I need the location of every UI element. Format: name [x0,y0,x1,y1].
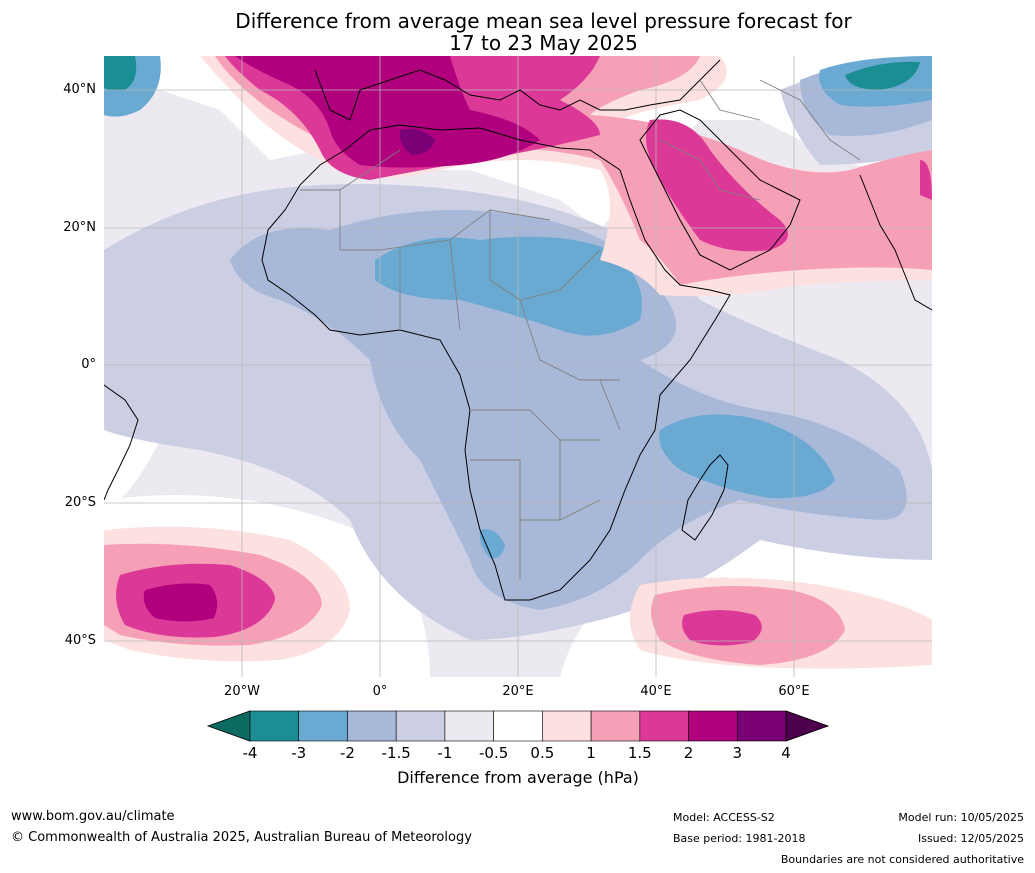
colorbar-bin [590,710,641,742]
colorbar-tick-label: -1 [437,744,453,762]
title-line-2: 17 to 23 May 2025 [449,31,638,55]
footer-copyright: © Commonwealth of Australia 2025, Austra… [11,830,472,845]
colorbar-tick-label: -3 [291,744,307,762]
colorbar-bin [444,710,494,742]
anomaly-lt-minus2-sahel [375,236,642,336]
anomaly-lt-minus1-5-africa [230,210,907,610]
colorbar-tick-label: 1.5 [627,744,652,762]
colorbar-under-triangle [206,710,251,742]
anomaly-lt-minus3-northeast [845,61,920,90]
madagascar-coastline [681,454,729,541]
colorbar-label: Difference from average (hPa) [397,768,639,787]
footer-model-run: Model run: 10/05/2025 [898,811,1024,824]
colorbar-bin [395,710,446,742]
india-coastline [859,174,932,311]
colorbar-bin [639,710,689,742]
anomaly-gt-1-5-india [920,160,932,200]
footer-website: www.bom.gov.au/climate [11,809,175,824]
colorbar-bin [347,710,397,742]
title-line-1: Difference from average mean sea level p… [235,9,852,33]
colorbar-tick-label: 3 [732,744,743,762]
colorbar-tick-label: -4 [242,744,258,762]
colorbar-bin [249,710,300,742]
footer-disclaimer: Boundaries are not considered authoritat… [780,853,1024,866]
anomaly-lt-minus2-madagascar [659,414,835,499]
colorbar-tick-label: 0.5 [530,744,555,762]
lat-label-20s: 20°S [64,495,96,510]
colorbar-bin [736,710,787,742]
colorbar-over-triangle [785,710,830,742]
lon-label-20w: 20°W [224,684,260,699]
map-panel [104,56,932,677]
lat-label-40s: 40°S [64,633,96,648]
colorbar [206,710,830,742]
anomaly-gt-2-southwest [143,583,218,622]
anomaly-lt-minus3-northwest [104,56,137,91]
arabia-coastline [639,109,801,271]
lat-label-0: 0° [81,357,96,372]
lat-label-40n: 40°N [63,82,96,97]
anomaly-gt-3-algeria [399,128,435,155]
lon-label-0: 0° [372,684,388,699]
colorbar-tick-label: 1 [586,744,596,762]
country-borders [300,79,861,580]
footer-issued: Issued: 12/05/2025 [917,832,1024,845]
colorbar-bin [298,710,348,742]
colorbar-bin [688,710,738,742]
lat-label-20n: 20°N [63,220,96,235]
graticule [104,56,932,677]
footer-base-period: Base period: 1981-2018 [673,832,806,845]
colorbar-bin [542,710,592,742]
chart-title: Difference from average mean sea level p… [0,10,1035,54]
colorbar-bin [493,710,543,742]
colorbar-tick-label: -2 [339,744,355,762]
lon-label-20e: 20°E [502,684,534,699]
colorbar-tick-label: -0.5 [478,744,509,762]
europe-coastline [314,59,721,121]
colorbar-bins [249,710,787,742]
colorbar-tick-label: 4 [781,744,791,762]
colorbar-tick-label: -1.5 [381,744,411,762]
south-america-coastline [104,384,139,501]
colorbar-tick-label: 2 [683,744,694,762]
footer-model: Model: ACCESS-S2 [673,811,775,824]
africa-coastline [261,124,731,601]
anomaly-gt-1-5-southeast [682,610,762,646]
anomaly-gt-2-mediterranean [235,56,540,168]
lon-label-40e: 40°E [640,684,672,699]
anomaly-lt-minus2-namibia [479,529,505,559]
lon-label-60e: 60°E [778,684,810,699]
